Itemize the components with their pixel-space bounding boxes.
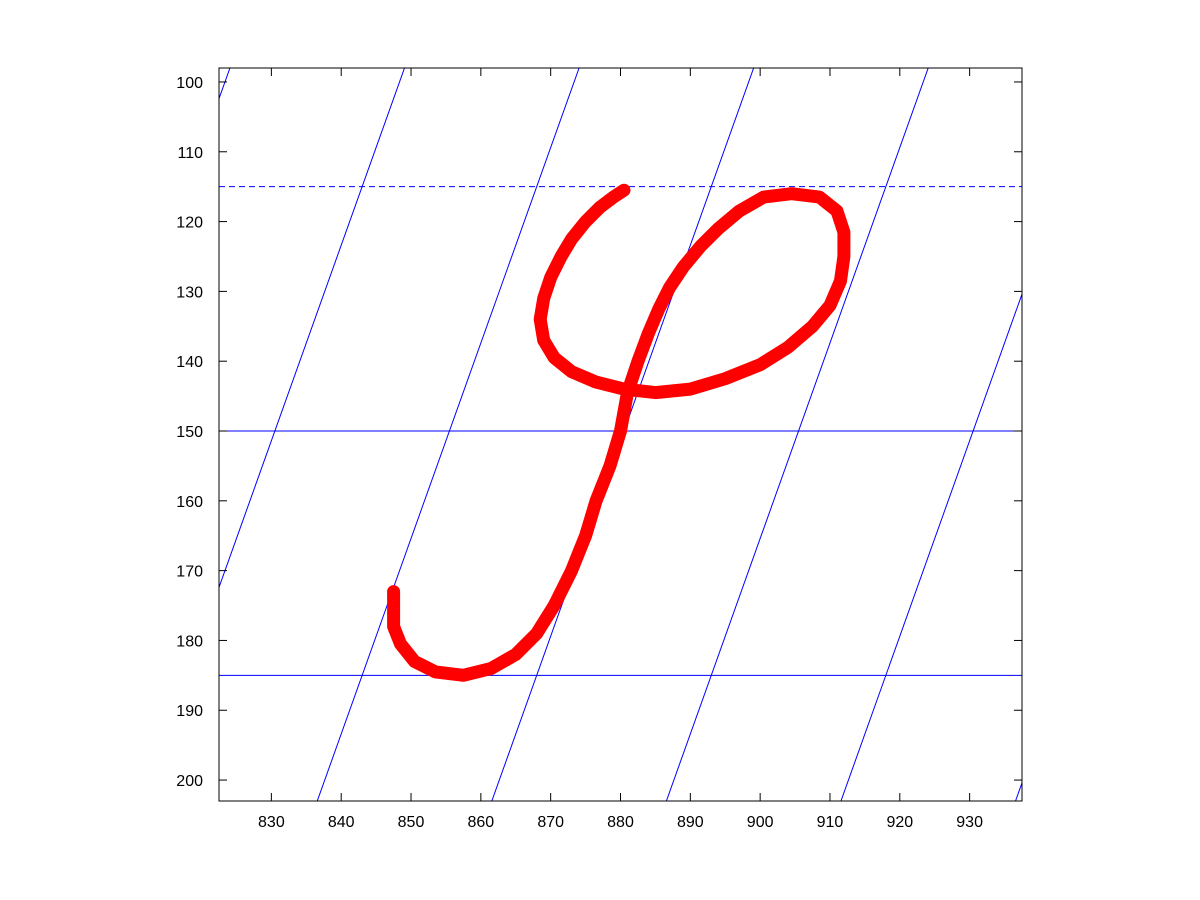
slanted-guide-line — [1014, 781, 1022, 801]
x-tick-label: 910 — [817, 814, 844, 831]
trace-point — [696, 242, 705, 251]
trace-point — [609, 193, 618, 202]
trace-point — [784, 343, 793, 352]
trace-point — [539, 294, 548, 303]
x-tick-label: 900 — [747, 814, 774, 831]
trace-point — [839, 252, 848, 261]
trace-point — [592, 378, 601, 387]
trace-point — [567, 367, 576, 376]
trace-point — [616, 427, 625, 436]
trace-point — [735, 207, 744, 216]
trace-point — [567, 235, 576, 244]
trace-point — [550, 601, 559, 610]
y-tick-label: 190 — [176, 703, 203, 720]
y-tick-label: 120 — [176, 215, 203, 232]
trace-point — [550, 353, 559, 362]
trace-point — [665, 283, 674, 292]
trace-point — [633, 357, 642, 366]
y-tick-label: 130 — [176, 284, 203, 301]
trace-point — [714, 224, 723, 233]
y-tick-label: 170 — [176, 564, 203, 581]
trace-point — [644, 329, 653, 338]
x-tick-label: 890 — [677, 814, 704, 831]
trace-point — [389, 622, 398, 631]
trace-point — [511, 650, 520, 659]
trace-point — [623, 388, 632, 397]
y-tick-label: 110 — [177, 145, 203, 162]
x-axis-tick-labels: 830 840 850 860 870 880 890 900 910 920 930 — [258, 814, 983, 831]
trace-point — [756, 360, 765, 369]
trace-point — [815, 193, 824, 202]
trace-point — [389, 605, 398, 614]
trace-point — [721, 374, 730, 383]
y-tick-label: 180 — [176, 633, 203, 650]
trace-point — [759, 193, 768, 202]
trace-point — [808, 322, 817, 331]
trace-point — [581, 217, 590, 226]
x-tick-label: 870 — [537, 814, 564, 831]
slanted-guide-line — [219, 68, 231, 101]
y-tick-label: 200 — [176, 773, 203, 790]
x-tick-label: 830 — [258, 814, 285, 831]
x-tick-label: 850 — [398, 814, 425, 831]
trace-point — [459, 671, 468, 680]
trace-point — [539, 336, 548, 345]
y-tick-label: 160 — [176, 494, 203, 511]
y-tick-label: 150 — [176, 424, 203, 441]
x-tick-label: 920 — [886, 814, 913, 831]
trace-point — [592, 496, 601, 505]
slanted-guide-line — [665, 68, 929, 801]
handwriting-trace — [387, 183, 851, 682]
axis-ticks — [219, 68, 1022, 801]
trace-point — [595, 203, 604, 212]
trace-point — [619, 186, 628, 195]
y-tick-label: 100 — [176, 75, 203, 92]
y-tick-label: 140 — [176, 354, 203, 371]
trace-point — [581, 531, 590, 540]
x-tick-label: 880 — [607, 814, 634, 831]
trace-point — [431, 667, 440, 676]
slanted-guide-line — [316, 68, 580, 801]
x-tick-label: 860 — [467, 814, 494, 831]
x-tick-label: 930 — [956, 814, 983, 831]
trace-point — [532, 629, 541, 638]
guide-lines — [219, 33, 1200, 836]
trace-point — [651, 388, 660, 397]
trace-point — [787, 189, 796, 198]
trace-point — [487, 664, 496, 673]
trace-point — [557, 252, 566, 261]
trace-point — [546, 273, 555, 282]
trace-point — [825, 301, 834, 310]
y-axis-tick-labels: 100 110 120 130 140 150 160 170 180 190 200 — [176, 75, 203, 790]
trace-point — [410, 657, 419, 666]
slanted-guide-line — [840, 292, 1022, 801]
trace-point — [836, 276, 845, 285]
trace-point — [619, 385, 628, 394]
trace-point — [606, 461, 615, 470]
trace-point — [839, 228, 848, 237]
trace-point — [389, 587, 398, 596]
trace-point — [686, 385, 695, 394]
trace-point — [396, 639, 405, 648]
trace-point — [536, 315, 545, 324]
trace-point — [832, 207, 841, 216]
slanted-guide-line — [1178, 33, 1200, 836]
x-tick-label: 840 — [328, 814, 355, 831]
trace-point — [567, 566, 576, 575]
trace-point — [679, 262, 688, 271]
trace-point — [654, 304, 663, 313]
slanted-guide-line — [219, 68, 406, 589]
